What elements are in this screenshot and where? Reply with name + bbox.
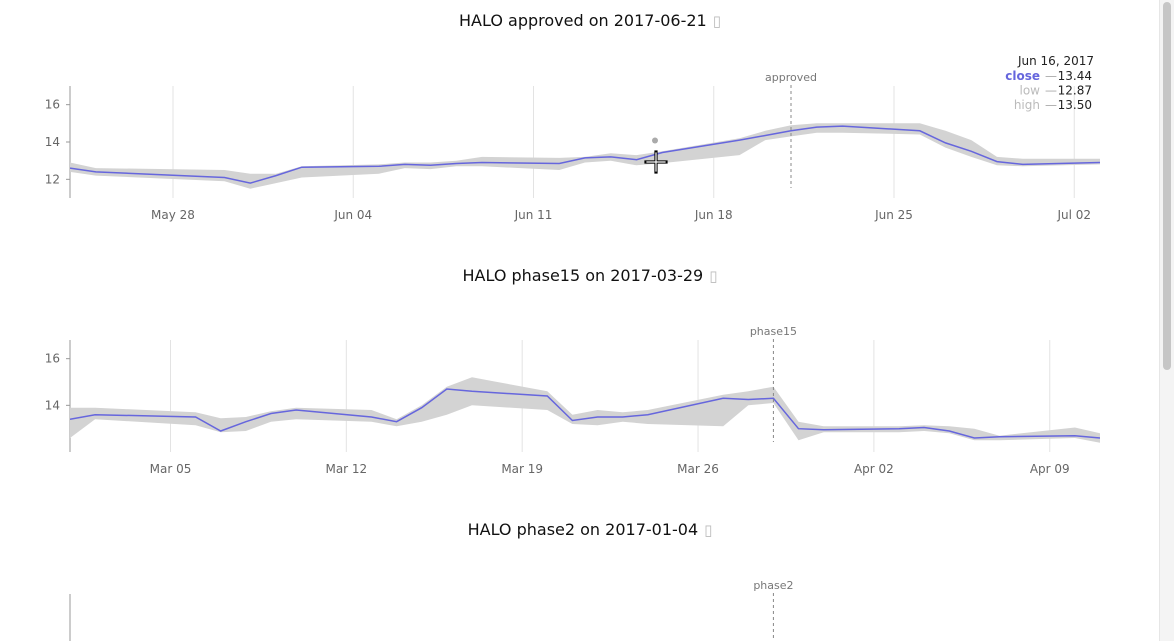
chart-1: HALO approved on 2017-06-21 ▯ May 28 Jun 04… xyxy=(45,11,1100,222)
chart-title: HALO phase2 on 2017-01-04 ▯ xyxy=(468,520,713,539)
tooltip-separator: — xyxy=(1045,84,1057,98)
low-high-band xyxy=(70,377,1100,443)
tooltip-key-close: close xyxy=(1005,69,1040,83)
annotation-label: phase15 xyxy=(750,325,797,338)
chart-title: HALO phase15 on 2017-03-29 ▯ xyxy=(463,266,718,285)
x-tick-label: Apr 09 xyxy=(1030,462,1070,476)
y-tick-label: 16 xyxy=(45,352,60,366)
x-tick-label: Apr 02 xyxy=(854,462,894,476)
close-series-line xyxy=(70,125,1100,184)
x-tick-label: Mar 19 xyxy=(501,462,543,476)
external-link-icon[interactable]: ▯ xyxy=(713,12,721,30)
annotation-label: approved xyxy=(765,71,817,84)
y-tick-label: 14 xyxy=(45,135,60,149)
chart-3: HALO phase2 on 2017-01-04▯14phase2 xyxy=(69,520,794,641)
y-tick-label: 14 xyxy=(45,398,60,412)
chart-title-text: HALO phase2 on 2017-01-04 xyxy=(468,520,699,539)
x-tick-label: May 28 xyxy=(151,208,195,222)
plot-area xyxy=(70,123,1100,189)
x-tick-label: Jul 02 xyxy=(1056,208,1091,222)
chart-title-text: HALO phase15 on 2017-03-29 xyxy=(463,266,704,285)
vertical-scrollbar[interactable] xyxy=(1159,0,1174,641)
hover-point xyxy=(652,137,658,144)
chart-2: HALO phase15 on 2017-03-29 ▯ Mar 05 Mar 12 M… xyxy=(45,266,1100,476)
external-link-icon[interactable]: ▯ xyxy=(704,521,712,539)
tooltip-separator: — xyxy=(1045,69,1057,83)
y-tick-label: 16 xyxy=(45,98,60,112)
low-high-band xyxy=(70,123,1100,189)
x-tick-label: Mar 12 xyxy=(325,462,367,476)
chart-title: HALO approved on 2017-06-21 ▯ xyxy=(459,11,721,30)
x-tick-label: Mar 26 xyxy=(677,462,719,476)
tooltip-key-high: high xyxy=(1014,98,1040,112)
x-tick-label: Jun 25 xyxy=(874,208,913,222)
x-tick-label: Mar 05 xyxy=(150,462,192,476)
tooltip-value-low: 12.87 xyxy=(1058,84,1092,98)
tooltip-value-high: 13.50 xyxy=(1058,98,1092,112)
scrollbar-thumb[interactable] xyxy=(1163,2,1171,370)
annotation-label: phase2 xyxy=(753,579,793,592)
close-series-line xyxy=(70,388,1100,439)
tooltip-date: Jun 16, 2017 xyxy=(1017,54,1094,68)
chart-title-text: HALO approved on 2017-06-21 xyxy=(459,11,707,30)
external-link-icon[interactable]: ▯ xyxy=(709,267,717,285)
x-tick-label: Jun 04 xyxy=(333,208,372,222)
tooltip-separator: — xyxy=(1045,98,1057,112)
tooltip-value-close: 13.44 xyxy=(1058,69,1092,83)
y-tick-label: 12 xyxy=(45,172,60,186)
tooltip-key-low: low xyxy=(1020,84,1041,98)
x-tick-label: Jun 11 xyxy=(514,208,553,222)
x-tick-label: Jun 18 xyxy=(694,208,733,222)
plot-area xyxy=(70,377,1100,443)
